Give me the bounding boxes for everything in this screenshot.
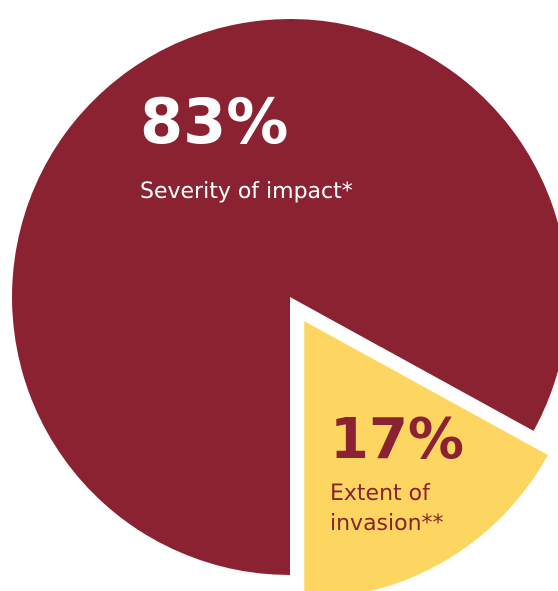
slice-value-label-2: 17% [330,407,464,472]
pie-labels: 83% Severity of impact* 17% Extent of invasi… [140,85,464,536]
slice-category-label-2-line-2: invasion** [330,511,444,536]
slice-category-label-1-line-1: Severity of impact* [140,179,353,204]
pie-slice-2 [304,321,548,591]
slice-value-label-1: 83% [140,85,288,158]
pie-slice-1 [12,19,558,575]
pie-slices [12,19,558,591]
slice-category-label-2-line-1: Extent of [330,481,431,506]
